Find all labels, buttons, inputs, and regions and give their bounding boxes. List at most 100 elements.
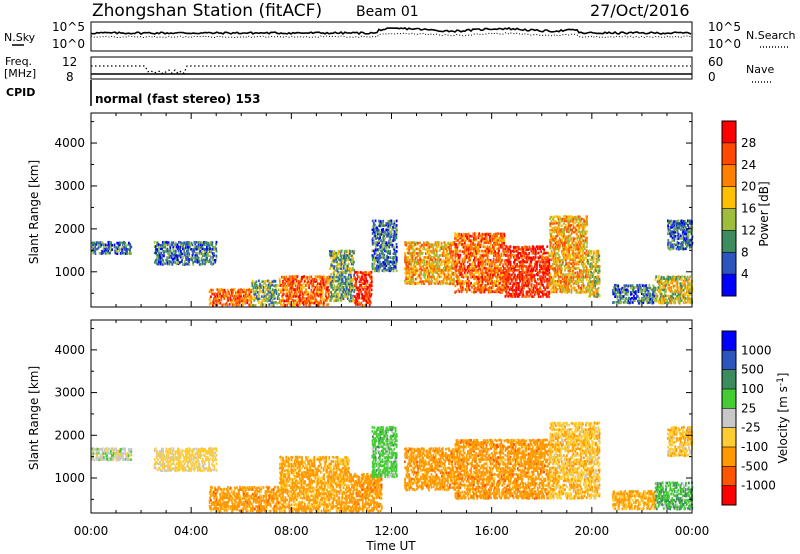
scatter-cell [571, 228, 573, 232]
scatter-cell [418, 267, 421, 271]
scatter-cell [476, 264, 479, 268]
scatter-cell [526, 276, 529, 279]
scatter-cell [480, 271, 483, 275]
scatter-cell [560, 220, 562, 223]
scatter-cell [182, 247, 184, 251]
scatter-cell [425, 279, 427, 283]
scatter-cell [357, 303, 359, 306]
scatter-cell [554, 235, 557, 238]
scatter-cell [302, 275, 304, 279]
scatter-cell [268, 303, 271, 306]
scatter-cell [447, 267, 450, 270]
scatter-cell [219, 288, 222, 292]
scatter-cell [577, 222, 580, 225]
scatter-cell [259, 282, 261, 286]
scatter-cell [580, 286, 583, 290]
scatter-cell [480, 265, 483, 269]
scatter-cell [459, 267, 462, 271]
scatter-cell [535, 267, 538, 270]
scatter-cell [568, 229, 570, 232]
scatter-cell [212, 301, 215, 304]
scatter-cell [567, 239, 569, 242]
scatter-cell [289, 301, 292, 304]
scatter-cell [540, 250, 542, 253]
scatter-cell [618, 293, 621, 296]
scatter-cell [574, 254, 577, 257]
scatter-cell [592, 275, 594, 278]
scatter-cell [341, 260, 344, 264]
scatter-cell [490, 290, 493, 294]
scatter-cell [630, 286, 632, 290]
scatter-cell [554, 260, 557, 263]
scatter-cell [293, 290, 296, 294]
scatter-cell [490, 239, 493, 242]
scatter-cell [511, 295, 514, 298]
scatter-cell [559, 269, 562, 272]
scatter-cell [388, 245, 391, 249]
scatter-cell [185, 256, 187, 259]
scatter-cell [529, 275, 532, 278]
scatter-cell [351, 299, 353, 303]
scatter-cell [183, 243, 185, 246]
scatter-cell [511, 279, 514, 283]
scatter-cell [630, 299, 633, 302]
scatter-cell [545, 255, 548, 259]
scatter-cell [572, 282, 575, 286]
scatter-cell [505, 250, 508, 253]
scatter-cell [408, 245, 411, 248]
scatter-cell [163, 252, 165, 255]
scatter-cell [369, 301, 372, 304]
scatter-cell [239, 295, 242, 298]
scatter-cell [470, 267, 472, 270]
scatter-cell [191, 243, 194, 247]
scatter-cell [110, 245, 112, 249]
scatter-cell [410, 277, 413, 281]
scatter-cell [595, 254, 598, 258]
scatter-cell [395, 236, 398, 240]
scatter-cell [596, 264, 599, 268]
scatter-cell [465, 275, 468, 278]
scatter-cell [578, 223, 581, 227]
scatter-cell [376, 269, 379, 273]
scatter-cell [456, 283, 459, 287]
scatter-cell [561, 263, 564, 266]
scatter-cell [300, 293, 303, 296]
scatter-cell [328, 295, 330, 298]
scatter-cell [554, 225, 557, 229]
scatter-cell [211, 258, 214, 262]
scatter-cell [640, 301, 643, 305]
scatter-cell [100, 243, 103, 247]
scatter-cell [486, 254, 489, 258]
scatter-cell [370, 288, 373, 292]
scatter-cell [534, 256, 537, 259]
scatter-cell [389, 237, 392, 241]
scatter-cell [574, 271, 577, 275]
scatter-cell [613, 301, 615, 304]
scatter-cell [597, 249, 600, 253]
scatter-cell [286, 303, 288, 307]
scatter-cell [473, 273, 475, 277]
scatter-cell [625, 284, 628, 287]
scatter-cell [473, 291, 475, 294]
scatter-cell [564, 266, 567, 270]
scatter-cell [354, 295, 356, 298]
scatter-cell [465, 247, 467, 251]
scatter-cell [363, 286, 366, 289]
scatter-cell [461, 245, 464, 249]
scatter-cell [612, 288, 614, 292]
scatter-cell [514, 279, 517, 283]
scatter-cell [251, 297, 254, 300]
scatter-cell [596, 275, 599, 278]
scatter-cell [579, 277, 582, 281]
scatter-cell [466, 279, 469, 283]
scatter-cell [318, 301, 321, 305]
scatter-cell [641, 292, 643, 295]
scatter-cell [584, 221, 587, 225]
scatter-cell [506, 275, 509, 278]
scatter-cell [520, 286, 522, 289]
scatter-cell [285, 279, 288, 283]
scatter-cell [406, 260, 409, 264]
scatter-cell [542, 258, 544, 262]
scatter-cell [115, 246, 118, 249]
scatter-cell [482, 245, 485, 248]
